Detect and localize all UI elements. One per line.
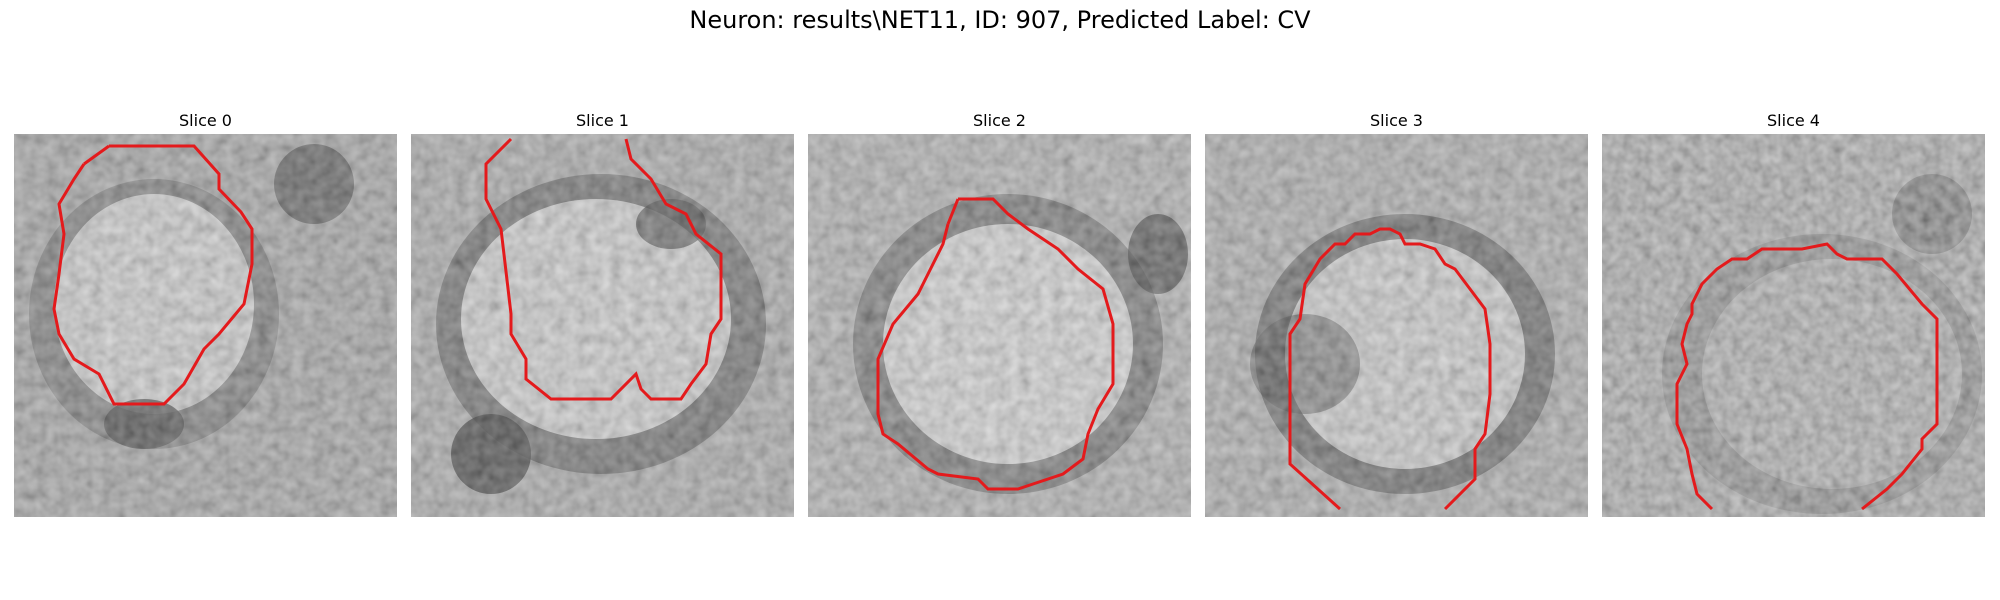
slice-image: [1602, 134, 1985, 517]
slice-image: [808, 134, 1191, 517]
slice-title: Slice 2: [973, 111, 1026, 130]
figure-title: Neuron: results\NET11, ID: 907, Predicte…: [689, 6, 1311, 34]
slice-title: Slice 1: [576, 111, 629, 130]
slice-title: Slice 4: [1767, 111, 1820, 130]
contour-line: [876, 197, 1115, 491]
slice-panel-4: Slice 4: [1602, 108, 1985, 517]
contour-line: [1288, 227, 1492, 511]
slice-image: [14, 134, 397, 517]
slice-title: Slice 0: [179, 111, 232, 130]
slice-panel-3: Slice 3: [1205, 108, 1588, 517]
contour-line: [1675, 242, 1939, 511]
contour-line: [484, 137, 723, 401]
slice-panel-2: Slice 2: [808, 108, 1191, 517]
slice-image: [1205, 134, 1588, 517]
slice-panel-1: Slice 1: [411, 108, 794, 517]
contour-line: [52, 144, 254, 406]
slice-panel-0: Slice 0: [14, 108, 397, 517]
slice-title: Slice 3: [1370, 111, 1423, 130]
slice-image: [411, 134, 794, 517]
